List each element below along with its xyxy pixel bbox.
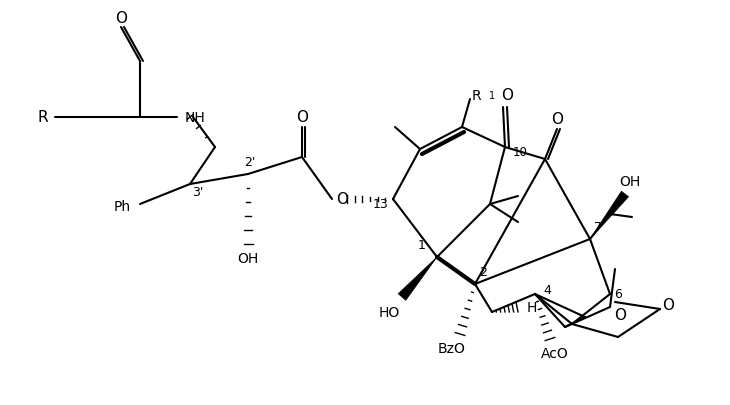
Text: BzO: BzO [438,341,466,355]
Text: 6: 6 [614,288,622,301]
Text: 2: 2 [479,266,487,279]
Polygon shape [399,257,437,301]
Text: O: O [551,112,563,127]
Text: 7: 7 [594,221,602,234]
Text: R: R [38,110,48,125]
Text: 10: 10 [513,146,528,159]
Text: HO: HO [378,305,399,319]
Text: 1: 1 [489,91,495,101]
Text: 1: 1 [418,239,426,252]
Text: O: O [336,192,348,207]
Text: OH: OH [237,252,258,265]
Text: R: R [472,89,481,103]
Text: 4: 4 [543,283,551,296]
Text: AcO: AcO [541,346,569,360]
Polygon shape [590,192,629,239]
Text: 3': 3' [192,186,204,199]
Text: H: H [527,300,537,314]
Text: Ph: Ph [113,200,131,213]
Text: O: O [115,11,127,26]
Text: 13: 13 [373,198,389,211]
Text: O: O [296,110,308,125]
Text: 2': 2' [245,156,255,169]
Text: OH: OH [619,175,641,189]
Text: NH: NH [185,111,206,125]
Text: O: O [662,297,674,312]
Text: O: O [501,88,513,103]
Text: O: O [614,308,626,323]
